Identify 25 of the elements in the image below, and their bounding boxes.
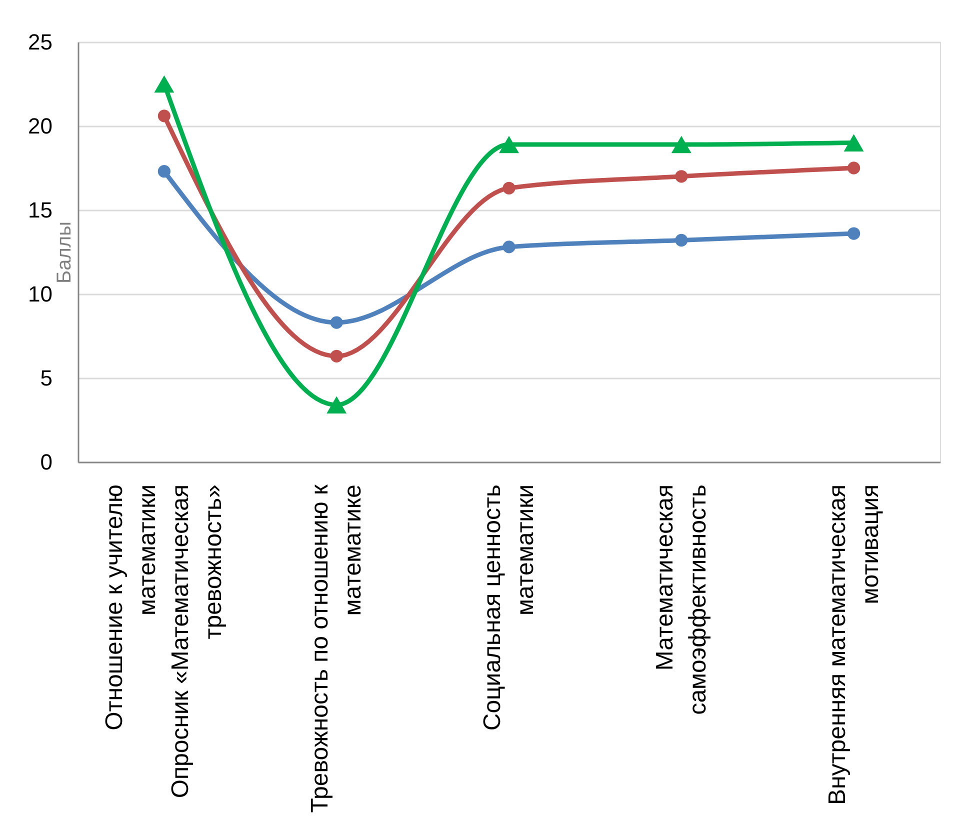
y-axis-title: Баллы — [54, 222, 76, 284]
point — [847, 162, 860, 174]
y-tick-label: 10 — [28, 282, 52, 306]
point — [675, 170, 688, 183]
point — [154, 75, 174, 93]
point — [847, 227, 860, 240]
point — [499, 136, 519, 154]
point — [675, 234, 688, 247]
y-tick-label: 0 — [40, 450, 52, 474]
y-tick-label: 25 — [28, 30, 52, 54]
point — [330, 350, 343, 362]
point — [502, 182, 516, 194]
point — [326, 396, 347, 414]
x-tick-label: Внутренняя математическая мотивация — [824, 484, 884, 805]
x-tick-label: Социальная ценность математики — [479, 484, 539, 731]
point — [158, 110, 171, 122]
point — [330, 316, 343, 329]
point — [844, 134, 864, 152]
x-tick-label: Отношение к учителю математики Опросник «Математическая тревожность» — [101, 484, 228, 798]
point — [671, 136, 692, 154]
y-tick-label: 5 — [40, 366, 52, 390]
y-tick-label: 15 — [28, 198, 52, 222]
y-tick-label: 20 — [28, 114, 52, 138]
point — [158, 165, 171, 178]
point — [502, 240, 516, 254]
